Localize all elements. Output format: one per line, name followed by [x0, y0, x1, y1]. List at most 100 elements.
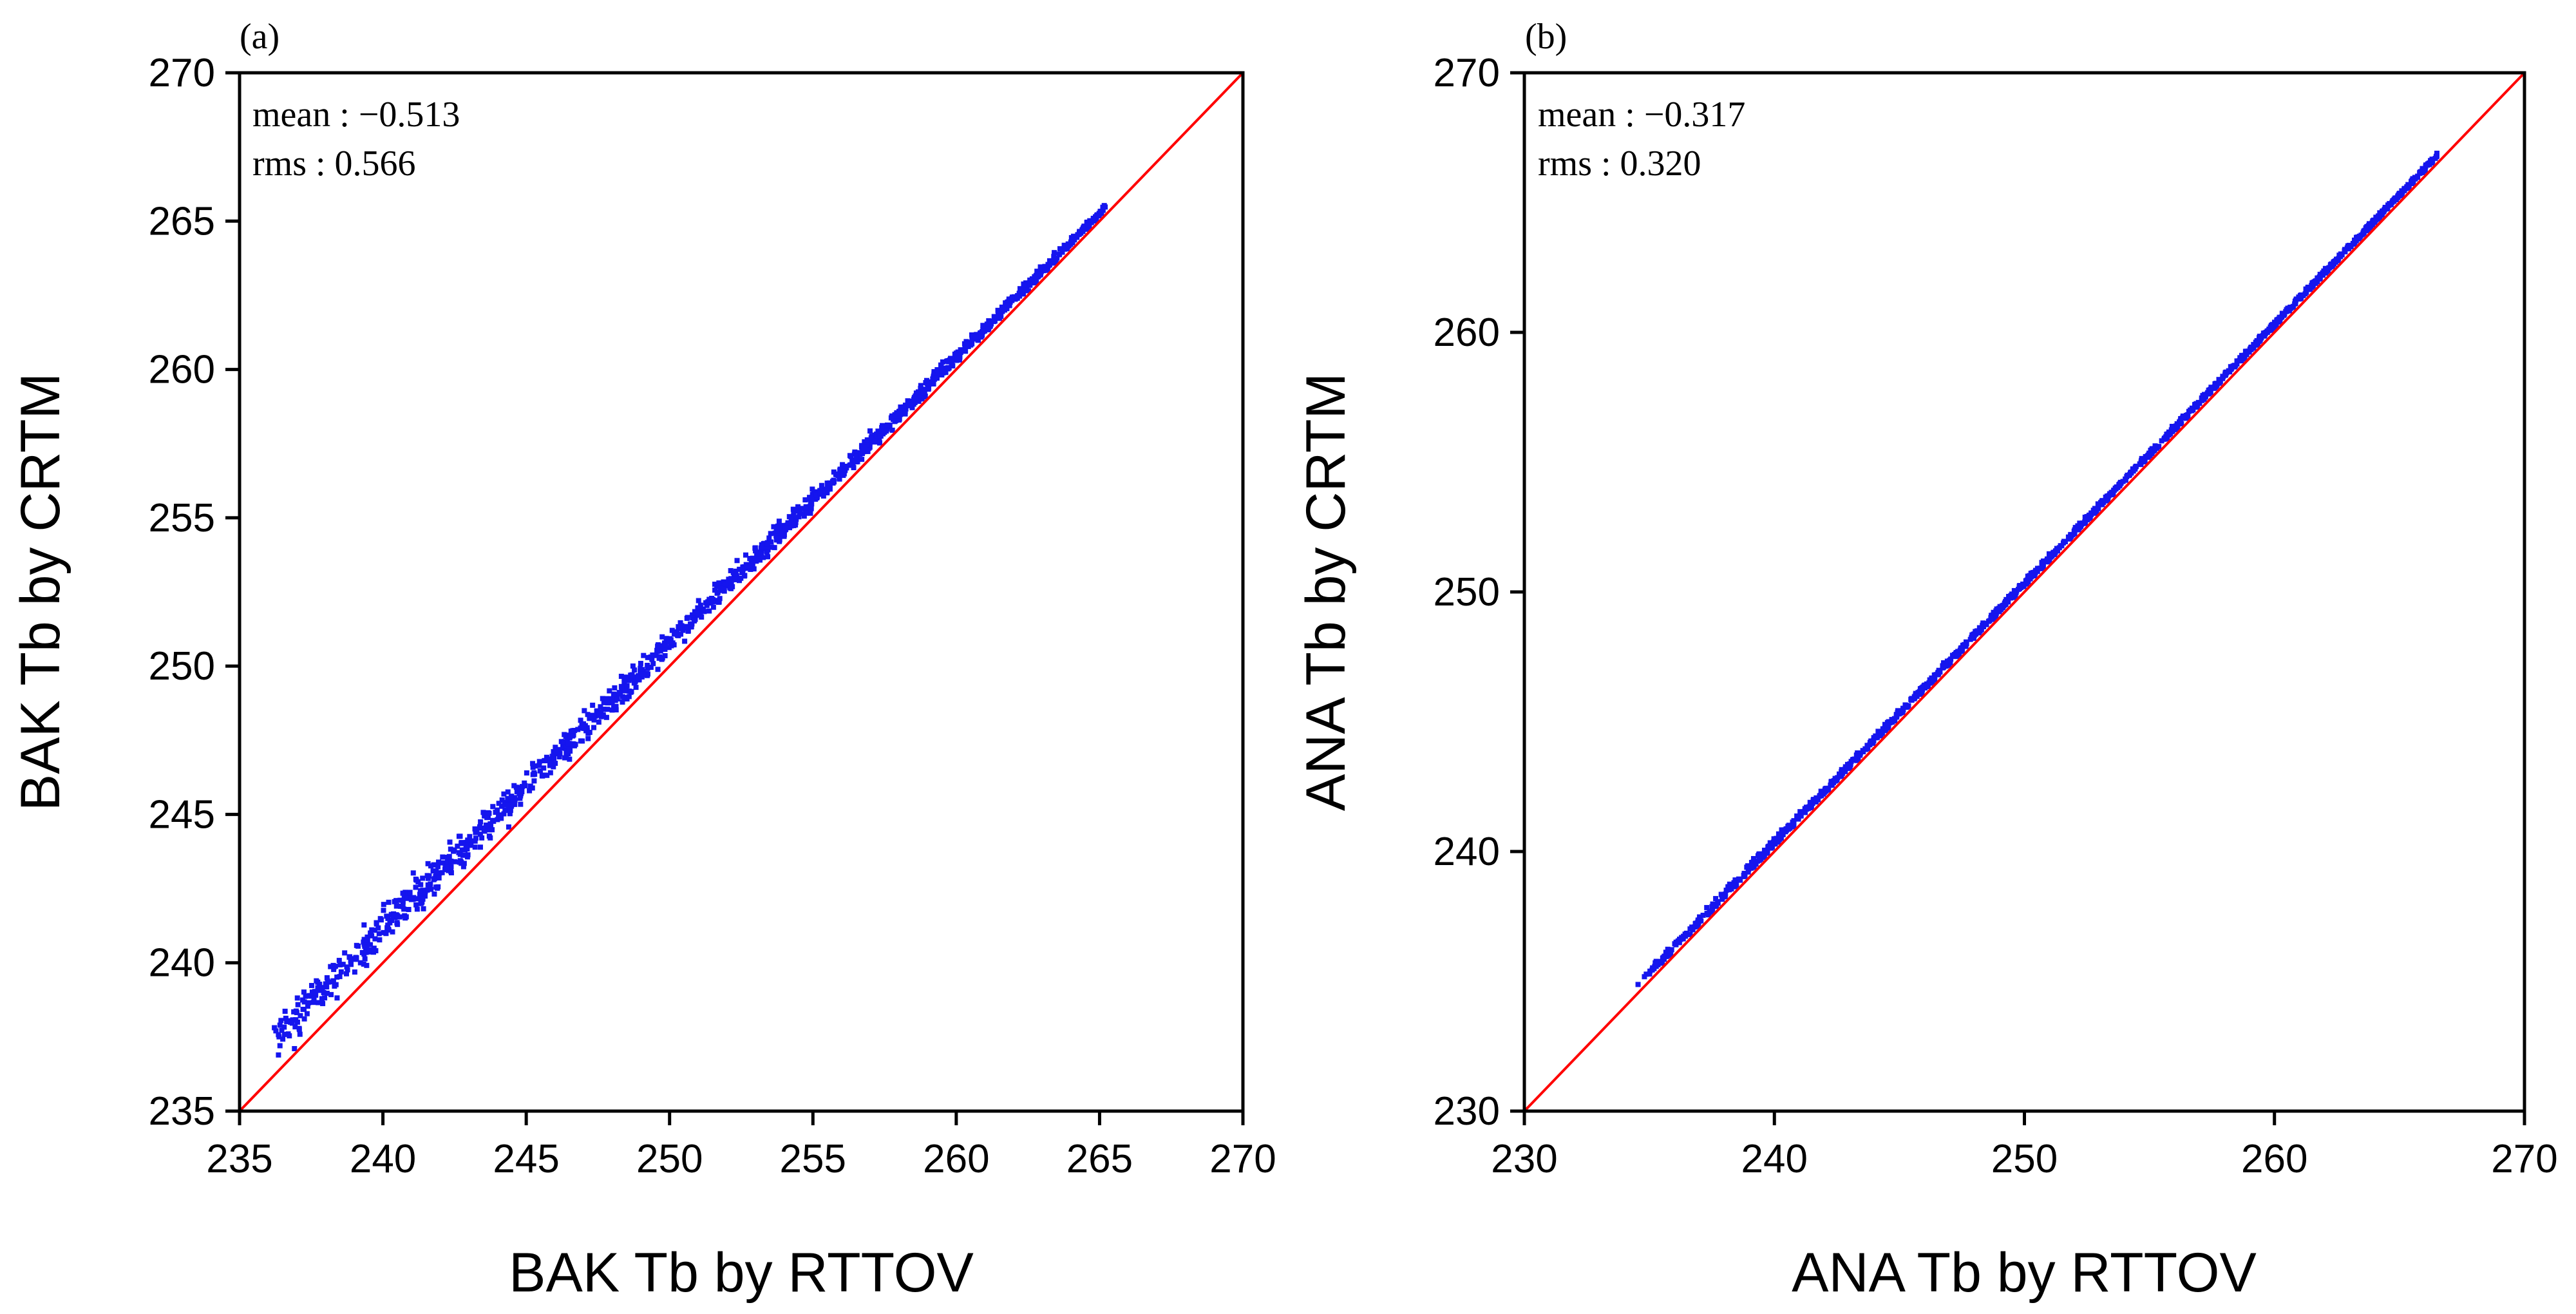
data-point	[969, 337, 975, 343]
data-point	[1988, 615, 1994, 621]
data-point	[847, 453, 853, 459]
data-point	[344, 971, 350, 976]
data-point	[556, 754, 562, 759]
data-point	[549, 760, 554, 766]
data-point	[2179, 421, 2184, 427]
data-point	[884, 422, 890, 428]
data-point	[479, 835, 485, 841]
data-point	[2061, 538, 2067, 544]
data-point	[635, 674, 641, 680]
data-point	[918, 392, 923, 398]
data-point	[530, 765, 536, 770]
data-point	[752, 545, 758, 551]
data-point	[793, 515, 799, 520]
data-point	[407, 890, 413, 895]
data-point	[2300, 292, 2306, 298]
data-point	[871, 435, 877, 441]
data-point	[281, 1031, 287, 1037]
data-point	[952, 351, 958, 357]
data-point	[369, 927, 375, 933]
data-point	[294, 1019, 300, 1025]
data-point	[499, 797, 505, 803]
data-point	[676, 624, 681, 629]
data-point	[447, 839, 453, 845]
data-point	[304, 1011, 310, 1016]
data-point	[1919, 685, 1925, 690]
data-point	[1025, 288, 1031, 294]
data-point	[401, 894, 407, 900]
panel-a-points	[272, 203, 1108, 1058]
data-point	[1690, 927, 1696, 933]
data-point	[743, 552, 749, 558]
data-point	[2211, 385, 2217, 391]
data-point	[786, 514, 792, 520]
data-point	[782, 525, 788, 531]
data-point	[612, 685, 618, 690]
data-point	[630, 663, 636, 669]
data-point	[324, 984, 330, 990]
y-tick-label: 265	[149, 199, 215, 243]
data-point	[2324, 269, 2330, 274]
data-point	[737, 566, 743, 572]
data-point	[460, 864, 466, 870]
data-point	[572, 728, 578, 734]
data-point	[2050, 552, 2056, 558]
data-point	[435, 864, 441, 870]
data-point	[1828, 783, 1833, 788]
data-point	[730, 569, 736, 575]
data-point	[1946, 663, 1952, 669]
data-point	[498, 815, 504, 821]
data-point	[772, 530, 778, 536]
data-point	[332, 964, 338, 969]
data-point	[420, 896, 426, 902]
data-point	[682, 638, 688, 644]
data-point	[632, 667, 638, 673]
data-point	[876, 440, 882, 446]
data-point	[488, 821, 493, 827]
data-point	[336, 958, 342, 964]
data-point	[2415, 175, 2421, 180]
data-point	[363, 946, 368, 951]
x-tick-label: 255	[780, 1137, 846, 1181]
data-point	[2269, 324, 2275, 330]
data-point	[753, 548, 759, 554]
data-point	[311, 995, 317, 1001]
data-point	[761, 555, 766, 560]
data-point	[859, 443, 865, 448]
data-point	[424, 873, 430, 879]
data-point	[2277, 318, 2282, 323]
data-point	[1704, 905, 1710, 911]
data-point	[2099, 498, 2105, 504]
panel-b-x-axis-title: ANA Tb by RTTOV	[1792, 1242, 2257, 1304]
data-point	[300, 1007, 306, 1013]
data-point	[865, 448, 871, 454]
data-point	[622, 688, 628, 694]
data-point	[2417, 170, 2423, 176]
data-point	[1861, 749, 1866, 755]
data-point	[851, 465, 857, 471]
data-point	[477, 832, 483, 837]
data-point	[2152, 446, 2158, 452]
panel-b-ticks: 230 240 250 260 270 230 240 250 260 270	[1434, 51, 2558, 1181]
data-point	[1086, 222, 1092, 228]
data-point	[461, 861, 467, 866]
data-point	[912, 399, 918, 405]
data-point	[467, 833, 473, 839]
data-point	[2350, 241, 2356, 247]
data-point	[827, 480, 833, 486]
data-point	[1710, 902, 1716, 908]
data-point	[342, 950, 348, 956]
data-point	[524, 770, 529, 776]
data-point	[1993, 613, 1998, 619]
data-point	[515, 786, 521, 792]
data-point	[301, 999, 307, 1005]
data-point	[567, 734, 573, 740]
data-point	[294, 1010, 299, 1016]
data-point	[1785, 826, 1791, 832]
data-point	[715, 600, 721, 605]
data-point	[995, 311, 1001, 317]
data-point	[1653, 964, 1659, 969]
data-point	[717, 586, 723, 591]
data-point	[2286, 305, 2292, 311]
data-point	[655, 667, 661, 672]
